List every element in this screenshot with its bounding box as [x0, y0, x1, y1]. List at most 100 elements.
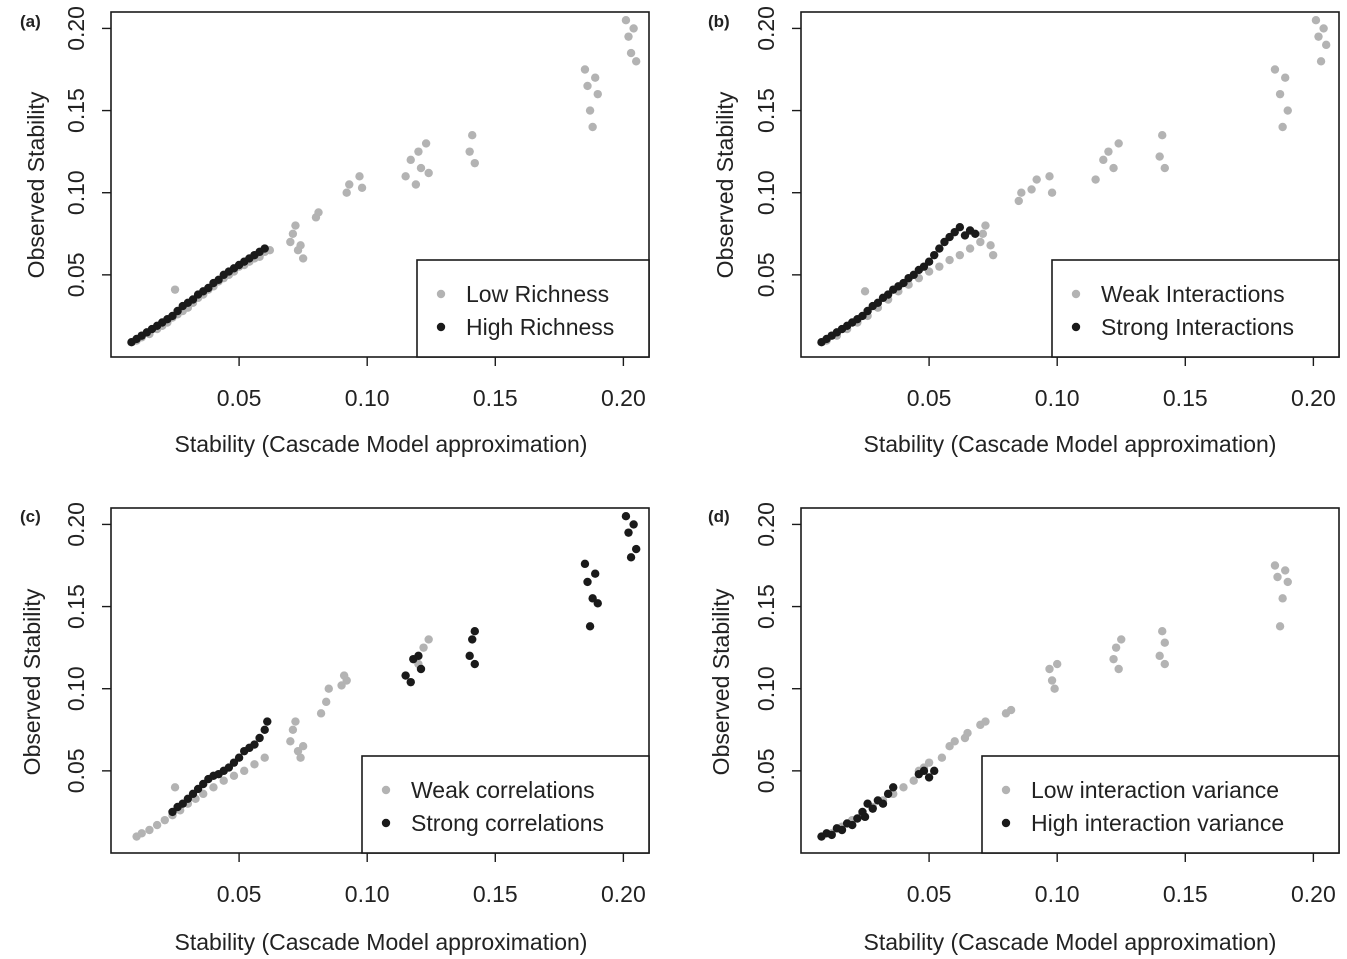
panel-c-data-point [591, 569, 600, 578]
panel-b-data-point [1109, 163, 1118, 173]
panel-d-data-point [853, 814, 862, 823]
panel-b-legend-label: Strong Interactions [1101, 314, 1294, 340]
panel-d-data-point [1045, 664, 1054, 674]
panel-b-data-point [1114, 139, 1123, 148]
panel-a-data-point [580, 65, 590, 74]
panel-a-data-point [357, 183, 367, 192]
panel-c-x-tick-label: 0.05 [217, 881, 262, 907]
panel-c-data-point [424, 635, 433, 644]
panel-d-legend-label: Low interaction variance [1031, 777, 1279, 803]
panel-d-data-point [1158, 627, 1167, 636]
panel-d-data-point [860, 812, 870, 822]
panel-c-y-tick-label: 0.20 [63, 502, 89, 547]
panel-c-data-point [250, 740, 259, 749]
panel-b-data-point [1017, 188, 1026, 197]
panel-c-data-point [170, 783, 180, 792]
panel-c-data-point [580, 559, 590, 569]
panel-b-x-tick-label: 0.20 [1291, 385, 1336, 411]
panel-b-data-point [945, 255, 954, 265]
panel-a-y-tick-label: 0.05 [63, 252, 89, 297]
panel-d-data-point [1117, 635, 1126, 644]
panel-c-data-point [416, 664, 426, 674]
panel-d-data-point [1278, 594, 1287, 603]
panel-c-data-point [240, 766, 249, 776]
panel-b-legend [1051, 259, 1340, 358]
panel-b-data-point [1314, 32, 1323, 41]
panel-d-data-point [1155, 651, 1164, 661]
panel-a-x-tick-label: 0.05 [217, 385, 262, 411]
panel-b-data-point [1158, 131, 1167, 140]
panel-b-x-tick-label: 0.10 [1035, 385, 1080, 411]
panel-b-data-point [1160, 163, 1169, 173]
panel-a-data-point [401, 172, 410, 181]
panel-a-data-point [621, 16, 631, 25]
panel-c-data-point [229, 771, 239, 780]
panel-c-data-point [209, 783, 218, 792]
panel-a-data-point [421, 139, 431, 148]
panel-c-y-tick-label: 0.05 [63, 748, 89, 793]
panel-b: (b) Stability (Cascade Model approximati… [708, 6, 1340, 457]
panel-b-data-point [965, 244, 975, 253]
panel-b-data-point [988, 250, 998, 260]
panel-c-data-point [298, 742, 308, 751]
panel-d-data-point [1160, 638, 1169, 647]
panel-a-legend-label: High Richness [466, 314, 614, 340]
panel-a-data-point [291, 221, 300, 230]
panel-c-xlabel: Stability (Cascade Model approximation) [175, 929, 588, 955]
panel-a-data-point [631, 57, 641, 66]
panel-d-data-point [1006, 705, 1016, 715]
panel-d-data-point [889, 783, 898, 792]
panel-a-data-point [286, 237, 295, 247]
panel-b-data-point [1091, 175, 1100, 184]
panel-a-data-point [416, 163, 426, 173]
panel-a-data-point [345, 180, 354, 189]
panel-a-data-point [583, 81, 592, 91]
panel-d-data-point [1270, 561, 1280, 570]
panel-b-y-tick-label: 0.20 [753, 6, 779, 51]
panel-c-data-point [406, 677, 415, 687]
panel-d-data-point [950, 737, 959, 746]
panel-c-legend-label: Strong correlations [411, 810, 604, 836]
panel-d-data-point [1047, 676, 1057, 685]
panel-d-data-point [1050, 684, 1059, 693]
panel-b-data-point [1270, 65, 1280, 74]
panel-d-y-tick-label: 0.20 [753, 502, 779, 547]
panel-c-data-point [296, 753, 305, 762]
panel-a-data-point [298, 254, 308, 263]
panel-d-data-point [848, 820, 857, 830]
panel-c-data-point [401, 671, 410, 680]
panel-a-series-black [127, 244, 269, 347]
panel-c-data-point [286, 737, 295, 746]
panel-a-label: (a) [20, 12, 41, 31]
panel-a-data-point [593, 89, 602, 99]
panel-a-data-point [411, 180, 421, 189]
panel-b-series-black [817, 223, 980, 347]
panel-c-data-point [624, 528, 633, 537]
panel-c-data-point [291, 717, 300, 726]
panel-c-data-point [160, 815, 169, 825]
panel-a-data-point [314, 208, 323, 217]
panel-a-data-point [465, 147, 474, 156]
panel-d-xlabel: Stability (Cascade Model approximation) [864, 929, 1277, 955]
panel-a-data-point [588, 122, 597, 132]
panel-c-data-point [152, 820, 162, 830]
panel-b-label: (b) [708, 12, 730, 31]
panel-c-data-point [626, 553, 636, 562]
panel-c-data-point [419, 643, 428, 652]
panel-d-legend [981, 755, 1340, 854]
panel-c-data-point [234, 753, 244, 762]
panel-b-data-point [935, 244, 944, 253]
panel-c-legend-marker [381, 785, 391, 795]
panel-b-ylabel: Observed Stability [712, 91, 738, 278]
panel-a-x-tick-label: 0.10 [345, 385, 390, 411]
panel-b-x-tick-label: 0.05 [907, 385, 952, 411]
panel-c-label: (c) [20, 507, 41, 526]
panel-c-data-point [468, 635, 477, 644]
panel-b-y-tick-label: 0.10 [753, 170, 779, 215]
panel-a-data-point [170, 285, 180, 294]
panel-d-data-point [909, 776, 918, 785]
panel-c-data-point [414, 651, 423, 661]
panel-a-data-point [355, 172, 364, 181]
panel-d: (d) Stability (Cascade Model approximati… [708, 502, 1340, 955]
panel-c-data-point [255, 733, 264, 743]
